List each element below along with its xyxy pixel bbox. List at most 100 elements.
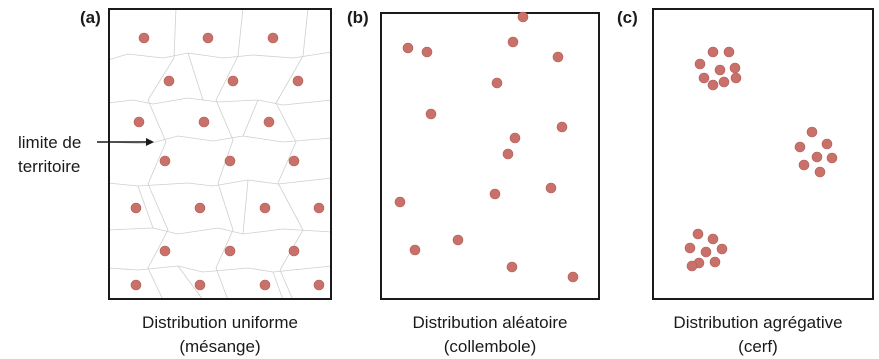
clumped-dot-5 — [729, 62, 741, 74]
panel-a-letter: (a) — [80, 8, 101, 27]
territory-limit-label: limite de territoire — [18, 131, 108, 179]
territory-limit-label-line2: territoire — [18, 157, 81, 176]
random-dot-4 — [507, 36, 519, 48]
clumped-dot-23 — [709, 256, 721, 268]
clumped-dot-17 — [692, 228, 704, 240]
clumped-dot-3 — [694, 58, 706, 70]
random-dot-6 — [491, 77, 503, 89]
territory-boundary-7 — [147, 7, 177, 301]
random-dot-16 — [506, 261, 518, 273]
territory-boundary-2 — [107, 97, 333, 106]
panel-a-border — [108, 8, 332, 300]
territory-boundary-4 — [107, 177, 333, 187]
uniform-dot-18 — [224, 245, 236, 257]
panel-c-caption-line2: (cerf) — [738, 337, 778, 356]
panel-a-caption-line1: Distribution uniforme — [142, 313, 298, 332]
clumped-dot-14 — [826, 152, 838, 164]
individuals-uniform — [130, 32, 325, 291]
territory-boundary-9 — [275, 7, 309, 301]
territory-boundary-10 — [187, 52, 204, 101]
panel-b-caption-line2: (collembole) — [443, 337, 537, 356]
random-dot-5 — [552, 51, 564, 63]
clumped-dot-12 — [821, 138, 833, 150]
uniform-dot-10 — [159, 155, 171, 167]
uniform-dot-23 — [313, 279, 325, 291]
random-dot-7 — [425, 108, 437, 120]
territory-boundary-11 — [242, 99, 259, 137]
panel-c-letter: (c) — [617, 8, 638, 27]
uniform-dot-8 — [198, 116, 210, 128]
uniform-dot-3 — [267, 32, 279, 44]
territory-boundary-1 — [107, 51, 333, 61]
uniform-dot-11 — [224, 155, 236, 167]
random-dot-1 — [517, 11, 529, 23]
panel-b-caption-line1: Distribution aléatoire — [412, 313, 568, 332]
uniform-dot-7 — [133, 116, 145, 128]
clumped-dot-18 — [707, 233, 719, 245]
random-dot-13 — [394, 196, 406, 208]
clumped-dot-1 — [707, 46, 719, 58]
clumped-dot-6 — [698, 72, 710, 84]
territory-boundary-15 — [272, 271, 284, 301]
panel-b-border — [380, 12, 600, 300]
random-dot-3 — [421, 46, 433, 58]
clumped-dot-13 — [811, 151, 823, 163]
clumped-dot-19 — [684, 242, 696, 254]
clumped-dot-4 — [714, 64, 726, 76]
territory-boundary-13 — [242, 179, 249, 235]
panel-b-letter: (b) — [347, 8, 369, 27]
clumped-dot-24 — [686, 260, 698, 272]
random-dot-10 — [502, 148, 514, 160]
panel-b-random-distribution — [380, 11, 600, 300]
clumped-dot-16 — [814, 166, 826, 178]
uniform-dot-12 — [288, 155, 300, 167]
uniform-dot-6 — [292, 75, 304, 87]
panel-a-uniform-distribution — [107, 7, 333, 301]
uniform-dot-16 — [313, 202, 325, 214]
random-dot-17 — [567, 271, 579, 283]
clumped-dot-11 — [794, 141, 806, 153]
panel-c-caption-line1: Distribution agrégative — [673, 313, 843, 332]
uniform-dot-5 — [227, 75, 239, 87]
panel-b-caption: Distribution aléatoire (collembole) — [370, 311, 610, 359]
clumped-dot-20 — [700, 246, 712, 258]
uniform-dot-4 — [163, 75, 175, 87]
territory-boundaries — [107, 7, 333, 301]
uniform-dot-19 — [288, 245, 300, 257]
territory-boundary-14 — [177, 265, 204, 301]
uniform-dot-13 — [130, 202, 142, 214]
territory-limit-label-line1: limite de — [18, 133, 82, 152]
territory-boundary-12 — [137, 185, 154, 229]
individuals-clumped — [684, 46, 838, 272]
uniform-dot-1 — [138, 32, 150, 44]
clumped-dot-15 — [798, 159, 810, 171]
individuals-random — [394, 11, 579, 283]
random-dot-2 — [402, 42, 414, 54]
panel-c-caption: Distribution agrégative (cerf) — [638, 311, 878, 359]
panel-c-clumped-distribution — [652, 8, 874, 300]
random-dot-14 — [452, 234, 464, 246]
clumped-dot-10 — [806, 126, 818, 138]
panel-a-caption: Distribution uniforme (mésange) — [100, 311, 340, 359]
clumped-dot-21 — [716, 243, 728, 255]
random-dot-12 — [545, 182, 557, 194]
panel-a-caption-line2: (mésange) — [179, 337, 261, 356]
uniform-dot-14 — [194, 202, 206, 214]
uniform-dot-15 — [259, 202, 271, 214]
random-dot-9 — [509, 132, 521, 144]
uniform-dot-20 — [130, 279, 142, 291]
uniform-dot-9 — [263, 116, 275, 128]
territory-boundary-6 — [107, 265, 333, 273]
random-dot-8 — [556, 121, 568, 133]
clumped-dot-7 — [718, 76, 730, 88]
clumped-dot-2 — [723, 46, 735, 58]
uniform-dot-22 — [259, 279, 271, 291]
uniform-dot-2 — [202, 32, 214, 44]
clumped-dot-8 — [707, 79, 719, 91]
uniform-dot-21 — [194, 279, 206, 291]
random-dot-15 — [409, 244, 421, 256]
clumped-dot-9 — [730, 72, 742, 84]
territory-boundary-5 — [107, 227, 333, 235]
random-dot-11 — [489, 188, 501, 200]
uniform-dot-17 — [159, 245, 171, 257]
